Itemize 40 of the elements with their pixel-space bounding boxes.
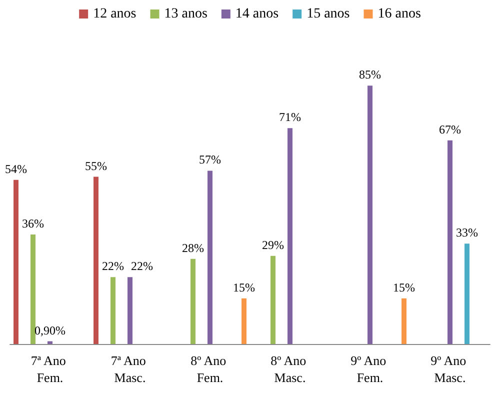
bar	[242, 298, 246, 344]
data-label: 54%	[5, 162, 27, 176]
bar	[94, 176, 98, 344]
legend-label: 13 anos	[164, 6, 208, 22]
x-tick-label: 8º Ano Fem.	[190, 353, 230, 385]
x-tick-label: 7ª Ano Masc.	[110, 353, 150, 385]
data-label: 55%	[85, 158, 107, 173]
x-tick-label: 7ª Ano Fem.	[30, 353, 70, 385]
data-label: 36%	[22, 216, 44, 231]
data-label: 15%	[393, 280, 415, 294]
bar	[402, 298, 406, 344]
legend-label: 15 anos	[306, 6, 350, 22]
x-tick-label: 9º Ano Fem.	[350, 353, 390, 385]
data-label: 67%	[439, 122, 461, 136]
bar	[270, 256, 276, 344]
bar	[14, 180, 18, 344]
bar	[464, 244, 470, 344]
data-label: 29%	[262, 238, 284, 252]
data-label: 71%	[279, 110, 301, 124]
data-label: 33%	[456, 226, 478, 240]
bar	[128, 277, 132, 344]
x-tick-label: 9º Ano Masc.	[430, 353, 470, 385]
bar	[30, 234, 36, 344]
data-label: 57%	[199, 152, 221, 167]
data-label: 22%	[102, 259, 124, 274]
bar	[110, 277, 116, 344]
bar	[208, 170, 212, 344]
bar	[448, 140, 452, 344]
legend-label: 16 anos	[378, 6, 421, 22]
bar	[190, 258, 196, 344]
legend-label: 12 anos	[93, 6, 136, 22]
bar	[288, 128, 292, 344]
data-label: 15%	[233, 280, 255, 294]
data-label: 85%	[359, 68, 381, 82]
data-label: 22%	[131, 259, 153, 274]
x-tick-label: 8º Ano Masc.	[270, 353, 310, 385]
bar	[48, 341, 52, 344]
bar	[368, 86, 372, 344]
data-label: 28%	[182, 240, 204, 255]
legend-label: 14 anos	[235, 6, 279, 22]
